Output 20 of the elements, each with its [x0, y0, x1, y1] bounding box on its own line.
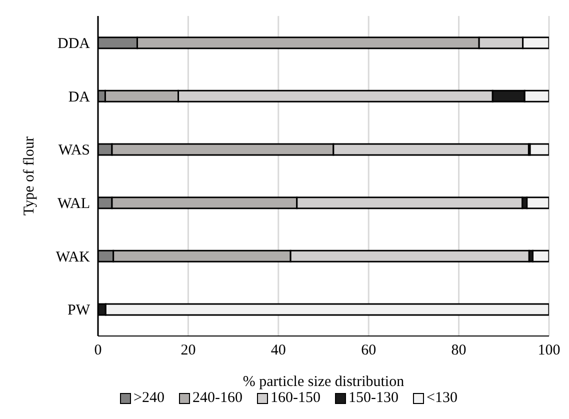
x-axis-title: % particle size distribution — [242, 374, 405, 390]
y-axis-title: Type of flour — [21, 136, 38, 216]
y-tick-label: WAL — [58, 196, 90, 212]
x-tick-label: 60 — [361, 342, 376, 359]
legend-label: 160-150 — [270, 390, 320, 407]
x-tick-label: 40 — [270, 342, 286, 359]
x-tick-label: 100 — [538, 342, 560, 359]
x-tick-label: 80 — [451, 342, 466, 359]
y-tick-label: DDA — [58, 36, 90, 52]
x-tick-label: 0 — [94, 342, 102, 359]
legend-label: <130 — [426, 390, 458, 407]
legend-label: 240-160 — [192, 390, 242, 407]
y-tick-label: DA — [68, 89, 90, 106]
y-tick-label: WAK — [56, 249, 90, 266]
legend-label: 150-130 — [348, 390, 398, 407]
bar — [532, 250, 549, 262]
y-tick-label: WAS — [58, 142, 90, 159]
x-tick-label: 20 — [180, 342, 196, 359]
y-tick-label: PW — [68, 302, 91, 319]
legend-label: >240 — [134, 390, 164, 407]
